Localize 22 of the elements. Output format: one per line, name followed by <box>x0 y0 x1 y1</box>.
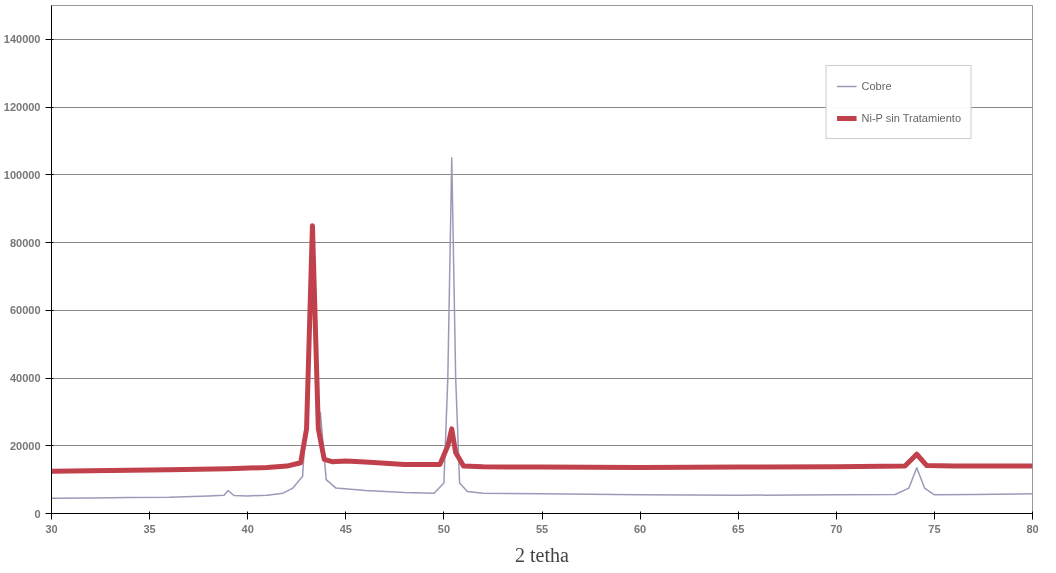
x-tick-label: 40 <box>241 522 254 535</box>
legend-label: Cobre <box>861 80 892 92</box>
x-axis-title: 2 tetha <box>515 543 570 566</box>
y-tick-label: 40000 <box>9 372 41 385</box>
legend-label: Ni-P sin Tratamiento <box>861 112 961 124</box>
y-tick-label: 120000 <box>3 101 41 114</box>
y-tick-label: 0 <box>34 507 41 520</box>
y-tick-label: 100000 <box>3 168 41 181</box>
x-tick-label: 55 <box>535 522 549 535</box>
x-tick-label: 45 <box>339 522 352 535</box>
x-tick-label: 75 <box>928 522 941 535</box>
x-tick-label: 30 <box>45 522 58 535</box>
y-tick-label: 140000 <box>3 33 41 46</box>
x-tick-label: 70 <box>830 522 843 535</box>
x-tick-label: 60 <box>633 522 647 535</box>
y-tick-label: 60000 <box>9 304 41 317</box>
y-tick-label: 20000 <box>9 439 41 452</box>
x-tick-label: 50 <box>437 522 451 535</box>
y-tick-label: 80000 <box>9 236 41 249</box>
x-tick-label: 80 <box>1026 522 1039 535</box>
x-tick-label: 65 <box>732 522 745 535</box>
x-tick-label: 35 <box>143 522 156 535</box>
